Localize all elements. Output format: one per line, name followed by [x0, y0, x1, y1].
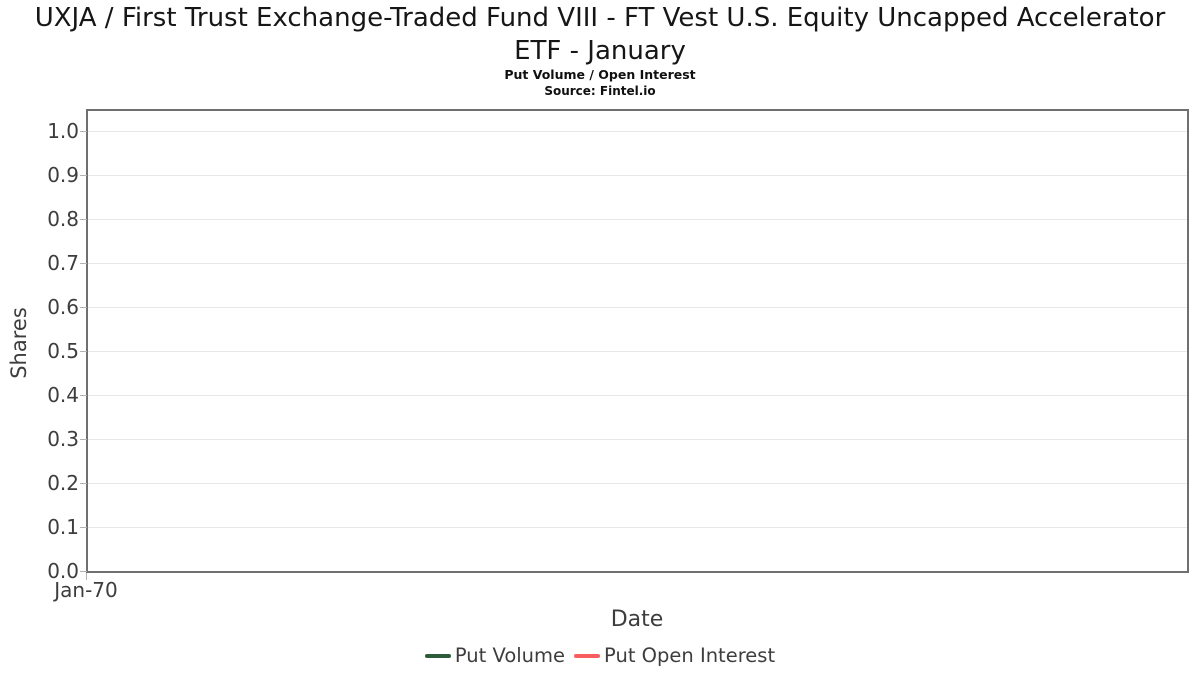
y-gridline: [88, 219, 1187, 220]
chart-source: Source: Fintel.io: [544, 84, 656, 98]
y-tick-mark: [80, 351, 87, 352]
y-tick-mark: [80, 527, 87, 528]
y-gridline: [88, 439, 1187, 440]
y-tick-mark: [80, 483, 87, 484]
y-gridline: [88, 527, 1187, 528]
y-gridline: [88, 483, 1187, 484]
chart-title: UXJA / First Trust Exchange-Traded Fund …: [34, 3, 1166, 66]
y-tick-label: 0.0: [47, 559, 79, 583]
y-tick-label: 0.2: [47, 471, 79, 495]
y-gridline: [88, 395, 1187, 396]
legend-label: Put Volume: [454, 644, 566, 667]
x-tick-label: Jan-70: [54, 578, 118, 602]
y-tick-label: 0.5: [47, 339, 79, 363]
chart-subtitle: Put Volume / Open Interest: [504, 67, 696, 82]
y-tick-label: 0.9: [47, 163, 79, 187]
y-tick-label: 0.3: [47, 427, 79, 451]
plot-area: [86, 109, 1189, 573]
y-tick-label: 0.6: [47, 295, 79, 319]
y-tick-label: 0.7: [47, 251, 79, 275]
y-gridline: [88, 263, 1187, 264]
y-tick-mark: [80, 131, 87, 132]
x-axis-title: Date: [610, 607, 664, 632]
y-tick-mark: [80, 175, 87, 176]
x-tick-mark: [86, 573, 87, 580]
y-tick-mark: [80, 571, 87, 572]
legend-item: Put Open Interest: [574, 645, 775, 667]
legend-item: Put Volume: [424, 644, 566, 667]
legend-swatch: [574, 654, 601, 658]
legend: Put Volume Put Open Interest: [0, 645, 1200, 667]
y-gridline: [88, 175, 1187, 176]
y-gridline: [88, 351, 1187, 352]
y-tick-mark: [80, 307, 87, 308]
y-tick-label: 0.1: [47, 515, 79, 539]
y-tick-label: 0.4: [47, 383, 79, 407]
y-tick-mark: [80, 219, 87, 220]
legend-swatch: [424, 654, 451, 658]
y-gridline: [88, 131, 1187, 132]
y-tick-label: 1.0: [47, 119, 79, 143]
legend-label: Put Open Interest: [604, 644, 776, 667]
y-tick-mark: [80, 395, 87, 396]
y-tick-label: 0.8: [47, 207, 79, 231]
y-gridline: [88, 307, 1187, 308]
y-tick-mark: [80, 439, 87, 440]
y-tick-mark: [80, 263, 87, 264]
